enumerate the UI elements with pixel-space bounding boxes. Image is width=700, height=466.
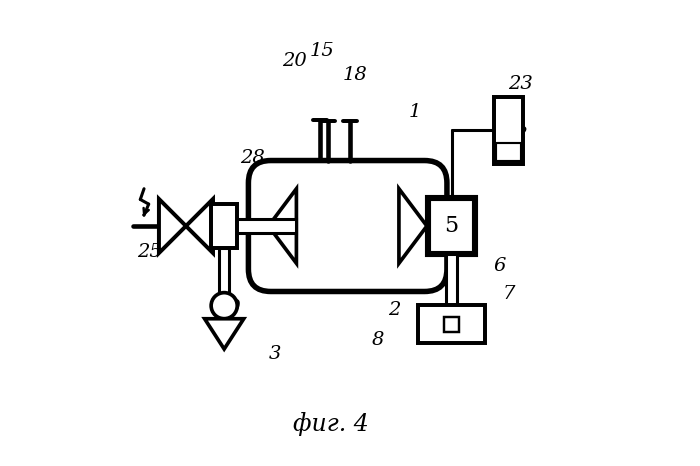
Text: 5: 5	[444, 215, 458, 237]
Bar	[496, 143, 521, 161]
Polygon shape	[399, 189, 427, 263]
Bar	[211, 204, 237, 248]
Text: 7: 7	[503, 285, 514, 302]
Text: 8: 8	[372, 331, 384, 349]
Text: 22: 22	[503, 126, 528, 144]
Text: 20: 20	[281, 52, 307, 69]
Polygon shape	[204, 319, 244, 349]
Bar	[418, 305, 485, 343]
Polygon shape	[186, 199, 213, 253]
Text: фиг. 4: фиг. 4	[293, 412, 369, 436]
Bar	[447, 254, 456, 305]
Text: 2: 2	[388, 301, 400, 319]
Polygon shape	[159, 199, 186, 253]
Text: 23: 23	[508, 75, 533, 93]
Bar	[444, 317, 459, 332]
Text: 1: 1	[409, 103, 421, 121]
Text: 15: 15	[309, 42, 335, 60]
Bar	[224, 219, 296, 233]
Bar	[494, 97, 524, 164]
Bar	[219, 248, 230, 293]
Text: 6: 6	[493, 257, 505, 274]
Text: 5: 5	[447, 215, 459, 233]
Text: 25: 25	[137, 243, 162, 260]
Polygon shape	[269, 189, 296, 263]
Text: 3: 3	[270, 345, 281, 363]
Bar	[428, 198, 475, 254]
Text: 18: 18	[342, 66, 367, 83]
FancyBboxPatch shape	[248, 160, 447, 292]
Text: 28: 28	[240, 150, 265, 167]
Text: 29: 29	[216, 299, 242, 316]
Circle shape	[211, 293, 237, 319]
